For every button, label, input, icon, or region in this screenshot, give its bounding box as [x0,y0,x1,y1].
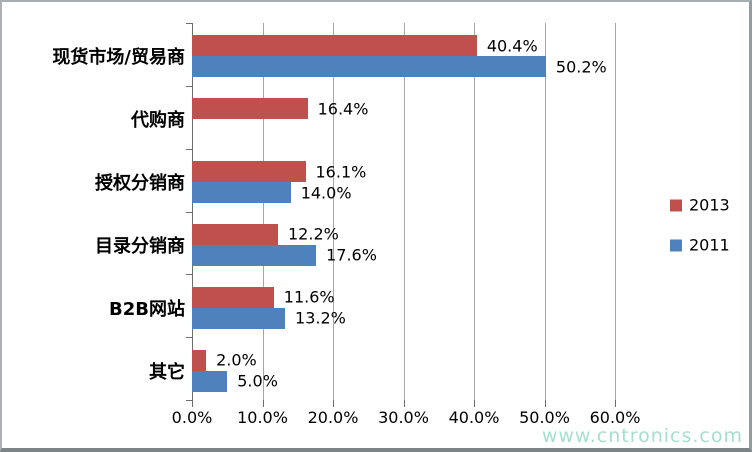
legend-swatch-icon [670,239,682,251]
gridline [333,23,334,400]
data-label: 14.0% [300,183,352,203]
gridline [615,23,616,400]
category-label: 代购商 [131,110,185,132]
category-axis-tick [186,337,192,339]
x-tick-label: 20.0% [307,408,359,427]
legend-label: 2011 [689,235,730,255]
data-label: 40.4% [486,36,538,56]
category-label: 其它 [149,361,185,383]
x-axis-tick [333,400,334,407]
x-tick-label: 10.0% [237,408,288,427]
category-axis-line [192,23,193,400]
category-label: B2B网站 [109,298,185,320]
bar-2011-5 [192,370,228,392]
x-tick-label: 40.0% [448,408,500,427]
gridline [544,23,546,400]
x-tick-label: 60.0% [589,408,641,427]
x-axis-tick [615,400,616,407]
gridline [474,23,475,400]
bar-2013-4 [192,286,274,308]
bar-2013-2 [192,161,306,183]
data-label: 11.6% [283,287,335,307]
category-axis-tick [186,148,192,150]
data-label: 16.4% [317,99,369,119]
x-tick-label: 30.0% [378,408,429,427]
data-label: 13.2% [295,308,346,328]
bar-2011-3 [192,244,317,266]
bar-2011-0 [192,56,546,78]
legend-entry-2011: 2011 [670,236,730,255]
category-label: 现货市场/贸易商 [52,47,185,69]
data-label: 16.1% [315,162,367,182]
category-axis-tick [186,211,192,213]
x-axis-tick [192,400,193,407]
category-axis-tick [186,85,192,87]
category-label: 目录分销商 [95,235,185,257]
x-tick-label: 0.0% [171,408,213,427]
bar-2013-0 [192,35,477,57]
data-label: 5.0% [237,371,278,391]
bar-2011-2 [192,182,291,204]
data-label: 12.2% [288,224,339,244]
data-label: 2.0% [216,350,257,370]
x-axis-tick [403,400,405,407]
x-axis-tick [544,400,546,407]
bar-2013-3 [192,223,278,245]
category-axis-tick [186,400,192,401]
bar-2013-5 [192,349,207,371]
legend-label: 2013 [689,195,730,215]
category-axis-tick [186,23,192,24]
bar-2011-4 [192,307,286,329]
category-axis-tick [186,274,192,276]
data-label: 50.2% [555,57,607,77]
legend-entry-2013: 2013 [670,196,730,215]
legend-swatch-icon [670,199,682,211]
data-label: 17.6% [326,245,377,265]
x-axis-tick [474,400,475,407]
gridline [403,23,405,400]
category-label: 授权分销商 [95,173,185,195]
x-tick-label: 50.0% [519,408,570,427]
x-axis-tick [262,400,264,407]
bar-2013-1 [192,98,308,120]
gridline [262,23,264,400]
